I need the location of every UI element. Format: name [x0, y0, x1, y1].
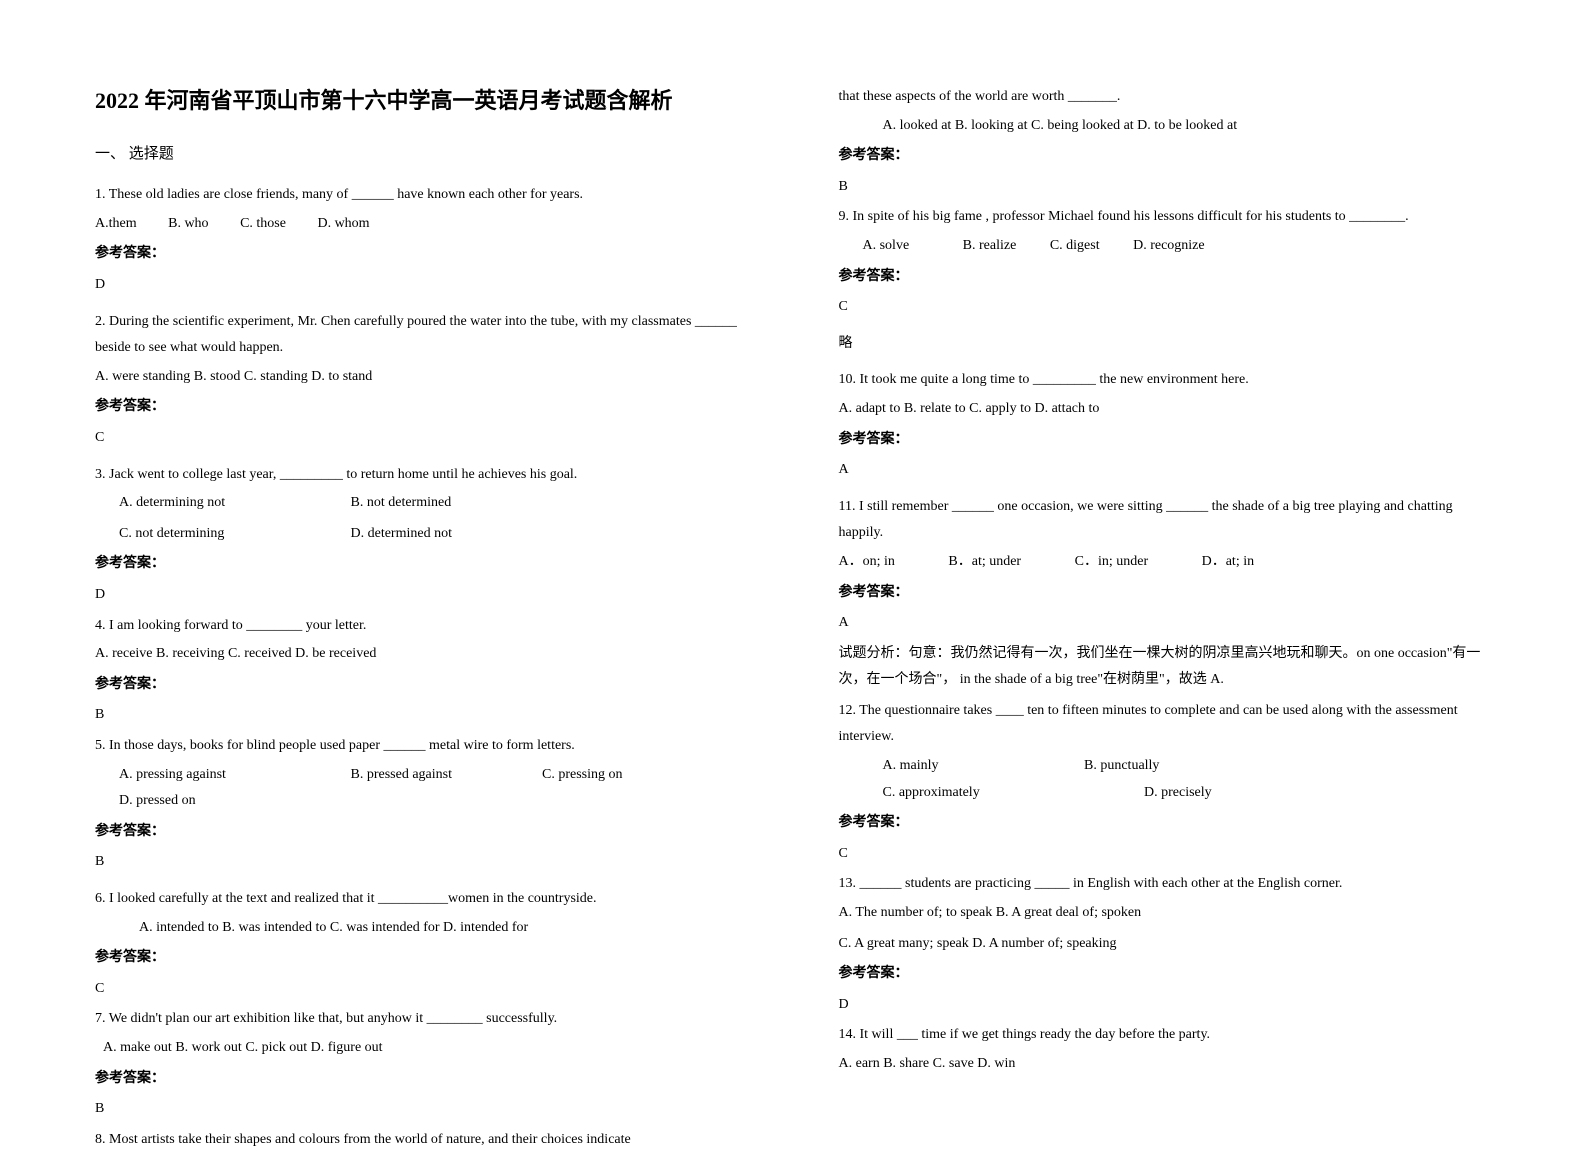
question-1: 1. These old ladies are close friends, m… [95, 182, 744, 209]
answer-9-note: 略 [839, 331, 1498, 358]
question-14: 14. It will ___ time if we get things re… [839, 1022, 1498, 1049]
answer-9: C [839, 294, 1498, 321]
question-10: 10. It took me quite a long time to ____… [839, 367, 1498, 394]
opt-b: B．at; under [948, 549, 1021, 576]
opt-a: A. solve [863, 233, 910, 260]
opt-c: C. digest [1050, 233, 1100, 260]
opt-c: C. pressing on [542, 762, 682, 789]
answer-1: D [95, 272, 744, 299]
answer-13: D [839, 992, 1498, 1019]
opt-a: A. pressing against [119, 762, 319, 789]
question-3-options-row2: C. not determining D. determined not [95, 521, 744, 548]
answer-label: 参考答案： [839, 143, 1498, 170]
opt-c: C. approximately [883, 780, 1113, 807]
answer-label: 参考答案： [95, 672, 744, 699]
answer-label: 参考答案： [839, 961, 1498, 988]
question-9-options: A. solve B. realize C. digest D. recogni… [839, 233, 1498, 260]
answer-8: B [839, 174, 1498, 201]
question-2: 2. During the scientific experiment, Mr.… [95, 309, 744, 362]
opt-b: B. not determined [351, 490, 452, 517]
right-column: that these aspects of the world are wort… [794, 0, 1587, 1122]
question-11: 11. I still remember ______ one occasion… [839, 494, 1498, 547]
question-13: 13. ______ students are practicing _____… [839, 871, 1498, 898]
question-13-options-row1: A. The number of; to speak B. A great de… [839, 900, 1498, 927]
answer-11-note: 试题分析：句意：我仍然记得有一次，我们坐在一棵大树的阴凉里高兴地玩和聊天。on … [839, 641, 1498, 694]
answer-11: A [839, 610, 1498, 637]
question-10-options: A. adapt to B. relate to C. apply to D. … [839, 396, 1498, 423]
opt-d: D. precisely [1144, 780, 1212, 807]
answer-2: C [95, 425, 744, 452]
answer-label: 参考答案： [839, 580, 1498, 607]
document-title: 2022 年河南省平顶山市第十六中学高一英语月考试题含解析 [95, 80, 744, 122]
answer-3: D [95, 582, 744, 609]
answer-10: A [839, 457, 1498, 484]
question-3: 3. Jack went to college last year, _____… [95, 462, 744, 489]
opt-b: B. realize [963, 233, 1017, 260]
opt-d: D. pressed on [119, 788, 196, 815]
question-2-options: A. were standing B. stood C. standing D.… [95, 364, 744, 391]
question-1-options: A.them B. who C. those D. whom [95, 211, 744, 238]
question-12-options: A. mainly B. punctually C. approximately… [839, 753, 1498, 806]
opt-d: D．at; in [1202, 549, 1255, 576]
question-8-part1: 8. Most artists take their shapes and co… [95, 1127, 744, 1153]
opt-c: C. those [240, 211, 286, 238]
question-7-options: A. make out B. work out C. pick out D. f… [95, 1035, 744, 1062]
opt-b: B. pressed against [351, 762, 511, 789]
question-14-options: A. earn B. share C. save D. win [839, 1051, 1498, 1078]
answer-label: 参考答案： [839, 810, 1498, 837]
answer-label: 参考答案： [95, 819, 744, 846]
question-8-options: A. looked at B. looking at C. being look… [839, 113, 1498, 140]
opt-c: C. not determining [119, 521, 319, 548]
answer-12: C [839, 841, 1498, 868]
question-4-options: A. receive B. receiving C. received D. b… [95, 641, 744, 668]
question-8-part2: that these aspects of the world are wort… [839, 84, 1498, 111]
opt-a: A. mainly [883, 753, 1053, 780]
question-6-options: A. intended to B. was intended to C. was… [95, 915, 744, 942]
question-9: 9. In spite of his big fame , professor … [839, 204, 1498, 231]
answer-label: 参考答案： [95, 1066, 744, 1093]
answer-6: C [95, 976, 744, 1003]
opt-d: D. determined not [351, 521, 452, 548]
opt-d: D. recognize [1133, 233, 1205, 260]
question-3-options-row1: A. determining not B. not determined [95, 490, 744, 517]
question-6: 6. I looked carefully at the text and re… [95, 886, 744, 913]
question-13-options-row2: C. A great many; speak D. A number of; s… [839, 931, 1498, 958]
section-heading: 一、 选择题 [95, 140, 744, 169]
opt-c: C．in; under [1075, 549, 1149, 576]
answer-label: 参考答案： [95, 945, 744, 972]
answer-label: 参考答案： [95, 551, 744, 578]
question-5-options: A. pressing against B. pressed against C… [95, 762, 744, 815]
opt-d: D. whom [317, 211, 369, 238]
question-11-options: A．on; in B．at; under C．in; under D．at; i… [839, 549, 1498, 576]
answer-label: 参考答案： [839, 264, 1498, 291]
answer-7: B [95, 1096, 744, 1123]
answer-label: 参考答案： [95, 241, 744, 268]
left-column: 2022 年河南省平顶山市第十六中学高一英语月考试题含解析 一、 选择题 1. … [0, 0, 794, 1122]
opt-a: A．on; in [839, 549, 895, 576]
question-4: 4. I am looking forward to ________ your… [95, 613, 744, 640]
answer-4: B [95, 702, 744, 729]
answer-5: B [95, 849, 744, 876]
answer-label: 参考答案： [95, 394, 744, 421]
answer-label: 参考答案： [839, 427, 1498, 454]
page: 2022 年河南省平顶山市第十六中学高一英语月考试题含解析 一、 选择题 1. … [0, 0, 1587, 1122]
question-5: 5. In those days, books for blind people… [95, 733, 744, 760]
opt-b: B. who [168, 211, 208, 238]
opt-a: A. determining not [119, 490, 319, 517]
opt-b: B. punctually [1084, 753, 1244, 780]
question-7: 7. We didn't plan our art exhibition lik… [95, 1006, 744, 1033]
opt-a: A.them [95, 211, 137, 238]
question-12: 12. The questionnaire takes ____ ten to … [839, 698, 1498, 751]
